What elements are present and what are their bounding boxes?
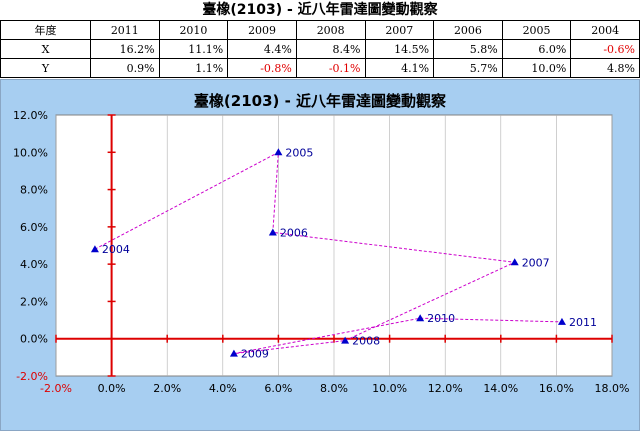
- data-point-marker: [416, 314, 425, 322]
- year-header-cell: 2005: [501, 20, 572, 40]
- data-point-label: 2008: [352, 335, 380, 348]
- x-tick-label: 2.0%: [153, 382, 181, 395]
- y-tick-label: 12.0%: [13, 109, 48, 122]
- data-point-marker: [274, 148, 283, 156]
- page-title: 臺橡(2103) - 近八年雷達圖變動觀察: [202, 2, 438, 18]
- connector-line: [94, 151, 563, 355]
- chart-title: 臺橡(2103) - 近八年雷達圖變動觀察: [193, 92, 447, 110]
- chart-frame: 臺橡(2103) - 近八年雷達圖變動觀察 -2.0% 0.0% 2.0% 4.0% 6…: [0, 79, 640, 431]
- y-tick-label: 8.0%: [20, 184, 48, 197]
- table-row-y: Y 0.9% 1.1% -0.8% -0.1% 4.1% 5.7% 10.0% …: [0, 58, 640, 78]
- data-point-label: 2011: [569, 316, 597, 329]
- year-header-cell: 2007: [364, 20, 435, 40]
- y-tick-label: 4.0%: [20, 258, 48, 271]
- x-tick-label: 6.0%: [264, 382, 292, 395]
- value-cell: -0.6%: [570, 39, 640, 59]
- y-tick-label: 0.0%: [20, 333, 48, 346]
- value-cell: 10.0%: [501, 58, 572, 78]
- value-cell: 4.8%: [570, 58, 640, 78]
- x-tick-label: 0.0%: [98, 382, 126, 395]
- data-point-marker: [510, 258, 519, 266]
- value-cell: 1.1%: [158, 58, 229, 78]
- data-point-marker: [90, 245, 99, 253]
- data-point-label: 2006: [280, 226, 308, 239]
- data-point-marker: [341, 336, 350, 344]
- row-label-cell: X: [0, 39, 91, 59]
- data-point-label: 2005: [285, 146, 313, 159]
- value-cell: -0.1%: [295, 58, 366, 78]
- data-point-label: 2009: [241, 348, 269, 361]
- table-row-x: X 16.2% 11.1% 4.4% 8.4% 14.5% 5.8% 6.0% …: [0, 39, 640, 59]
- x-tick-label: 18.0%: [595, 382, 630, 395]
- year-header-cell: 2009: [227, 20, 297, 40]
- data-point-marker: [557, 317, 566, 325]
- scatter-plot: -2.0% 0.0% 2.0% 4.0% 6.0% 8.0% 10.0% 12.0% 14.0%…: [13, 109, 630, 395]
- x-tick-label: 12.0%: [428, 382, 463, 395]
- value-cell: 4.1%: [364, 58, 435, 78]
- year-header-cell: 2004: [570, 20, 640, 40]
- year-header-cell: 2010: [158, 20, 229, 40]
- row-label-cell: Y: [0, 58, 91, 78]
- data-point-label: 2007: [522, 256, 550, 269]
- year-header-cell: 2011: [90, 20, 160, 40]
- y-tick-label: 6.0%: [20, 221, 48, 234]
- value-cell: 11.1%: [158, 39, 229, 59]
- year-header-cell: 2008: [295, 20, 366, 40]
- value-cell: 8.4%: [295, 39, 366, 59]
- value-cell: 4.4%: [227, 39, 297, 59]
- value-cell: 0.9%: [90, 58, 160, 78]
- x-tick-label: -2.0%: [40, 382, 72, 395]
- x-tick-label: 16.0%: [539, 382, 574, 395]
- y-tick-label: 2.0%: [20, 295, 48, 308]
- value-cell: 6.0%: [501, 39, 572, 59]
- header-label-cell: 年度: [0, 20, 91, 40]
- value-cell: 14.5%: [364, 39, 435, 59]
- y-tick-label: -2.0%: [16, 370, 48, 383]
- data-point-marker: [229, 349, 238, 357]
- x-tick-label: 4.0%: [209, 382, 237, 395]
- data-point-marker: [268, 228, 277, 236]
- data-point-label: 2010: [427, 312, 455, 325]
- x-tick-label: 14.0%: [483, 382, 518, 395]
- x-tick-label: 10.0%: [372, 382, 407, 395]
- x-tick-label: 8.0%: [320, 382, 348, 395]
- value-cell: 16.2%: [90, 39, 160, 59]
- value-cell: -0.8%: [227, 58, 297, 78]
- value-cell: 5.8%: [433, 39, 503, 59]
- data-table: 年度 2011 2010 2009 2008 2007 2006 2005 20…: [0, 20, 640, 78]
- y-tick-label: 10.0%: [13, 146, 48, 159]
- value-cell: 5.7%: [433, 58, 503, 78]
- data-point-label: 2004: [102, 243, 130, 256]
- year-header-cell: 2006: [433, 20, 503, 40]
- table-header-row: 年度 2011 2010 2009 2008 2007 2006 2005 20…: [0, 20, 640, 40]
